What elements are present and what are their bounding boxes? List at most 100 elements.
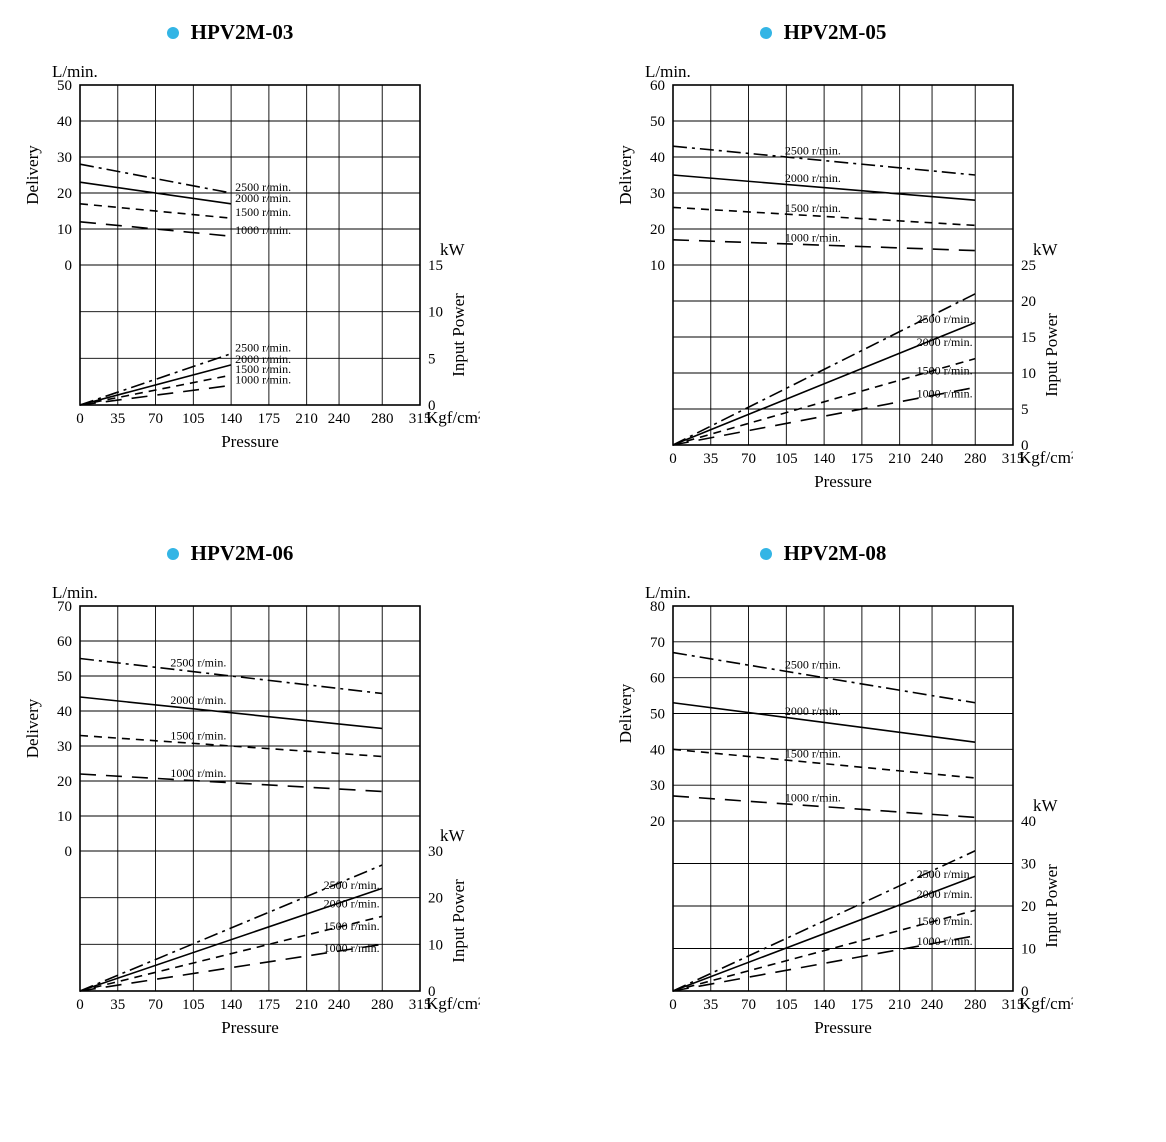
delivery-line-label: 1000 r/min. bbox=[785, 231, 841, 245]
bullet-icon bbox=[760, 548, 772, 560]
power-line-label: 1000 r/min. bbox=[917, 386, 973, 400]
y1-tick-label: 40 bbox=[57, 704, 72, 720]
y2-tick-label: 20 bbox=[1021, 294, 1036, 310]
y2-tick-label: 30 bbox=[428, 844, 443, 860]
x-tick-label: 140 bbox=[220, 411, 243, 427]
delivery-line-label: 2000 r/min. bbox=[170, 693, 226, 707]
x-tick-label: 70 bbox=[741, 997, 756, 1013]
y2-tick-label: 5 bbox=[1021, 402, 1029, 418]
chart-svg: 0357010514017521024028031510203040506005… bbox=[613, 57, 1073, 501]
y1-tick-label: 60 bbox=[57, 634, 72, 650]
delivery-line-label: 2500 r/min. bbox=[170, 656, 226, 670]
y1-tick-label: 30 bbox=[57, 150, 72, 166]
x-unit: Kgf/cm² bbox=[1019, 994, 1073, 1013]
chart-title-text: HPV2M-05 bbox=[784, 20, 887, 45]
power-line-label: 2500 r/min. bbox=[324, 878, 380, 892]
x-tick-label: 0 bbox=[669, 997, 677, 1013]
y1-label: Delivery bbox=[616, 145, 635, 205]
x-label: Pressure bbox=[814, 1018, 872, 1037]
y1-tick-label: 0 bbox=[65, 844, 73, 860]
delivery-line-label: 1000 r/min. bbox=[785, 791, 841, 805]
x-tick-label: 0 bbox=[669, 451, 677, 467]
y1-tick-label: 30 bbox=[650, 778, 665, 794]
y1-tick-label: 20 bbox=[57, 774, 72, 790]
y2-tick-label: 20 bbox=[1021, 899, 1036, 915]
x-unit: Kgf/cm² bbox=[426, 408, 480, 427]
power-line-label: 1500 r/min. bbox=[917, 914, 973, 928]
y2-unit: kW bbox=[1033, 240, 1059, 259]
delivery-line-label: 1500 r/min. bbox=[170, 729, 226, 743]
x-tick-label: 0 bbox=[76, 411, 84, 427]
delivery-line-label: 1000 r/min. bbox=[235, 223, 291, 237]
y2-tick-label: 40 bbox=[1021, 814, 1036, 830]
chart-title-text: HPV2M-06 bbox=[191, 541, 294, 566]
x-tick-label: 240 bbox=[921, 997, 944, 1013]
x-tick-label: 140 bbox=[813, 997, 836, 1013]
power-line-label: 1500 r/min. bbox=[324, 919, 380, 933]
x-label: Pressure bbox=[221, 1018, 279, 1037]
y1-tick-label: 40 bbox=[57, 114, 72, 130]
power-line-label: 1000 r/min. bbox=[235, 372, 291, 386]
chart-hpv2m-03: HPV2M-03 0357010514017521024028031501020… bbox=[20, 20, 480, 501]
y1-tick-label: 20 bbox=[650, 222, 665, 238]
x-tick-label: 175 bbox=[851, 451, 874, 467]
chart-hpv2m-06: HPV2M-06 0357010514017521024028031501020… bbox=[20, 541, 480, 1047]
chart-title-text: HPV2M-03 bbox=[191, 20, 294, 45]
chart-svg: 0357010514017521024028031520304050607080… bbox=[613, 578, 1073, 1047]
x-tick-label: 35 bbox=[703, 451, 718, 467]
x-tick-label: 35 bbox=[110, 411, 125, 427]
chart-title: HPV2M-08 bbox=[760, 541, 887, 566]
y2-tick-label: 15 bbox=[1021, 330, 1036, 346]
power-line-label: 1000 r/min. bbox=[917, 934, 973, 948]
power-line-label: 1000 r/min. bbox=[324, 941, 380, 955]
power-line-label: 2000 r/min. bbox=[324, 897, 380, 911]
y2-tick-label: 30 bbox=[1021, 857, 1036, 873]
bullet-icon bbox=[167, 27, 179, 39]
y2-label: Input Power bbox=[1042, 864, 1061, 948]
x-unit: Kgf/cm² bbox=[1019, 448, 1073, 467]
chart-title: HPV2M-06 bbox=[167, 541, 294, 566]
x-tick-label: 210 bbox=[888, 451, 911, 467]
y2-label: Input Power bbox=[449, 293, 468, 377]
y1-tick-label: 10 bbox=[57, 222, 72, 238]
chart-title: HPV2M-05 bbox=[760, 20, 887, 45]
delivery-line-label: 2500 r/min. bbox=[785, 658, 841, 672]
y1-unit: L/min. bbox=[645, 62, 691, 81]
y1-tick-label: 10 bbox=[650, 258, 665, 274]
delivery-line-label: 1500 r/min. bbox=[235, 205, 291, 219]
y1-unit: L/min. bbox=[52, 62, 98, 81]
power-line-label: 2000 r/min. bbox=[917, 335, 973, 349]
delivery-line-label: 2000 r/min. bbox=[785, 171, 841, 185]
delivery-line-label: 2000 r/min. bbox=[785, 704, 841, 718]
x-tick-label: 240 bbox=[921, 451, 944, 467]
y1-tick-label: 30 bbox=[650, 186, 665, 202]
y1-tick-label: 50 bbox=[57, 669, 72, 685]
power-line-label: 2000 r/min. bbox=[917, 887, 973, 901]
x-tick-label: 70 bbox=[148, 411, 163, 427]
x-tick-label: 210 bbox=[888, 997, 911, 1013]
y2-tick-label: 25 bbox=[1021, 258, 1036, 274]
y2-unit: kW bbox=[440, 240, 466, 259]
x-tick-label: 35 bbox=[110, 997, 125, 1013]
chart-title-text: HPV2M-08 bbox=[784, 541, 887, 566]
x-tick-label: 175 bbox=[851, 997, 874, 1013]
x-tick-label: 280 bbox=[371, 997, 394, 1013]
y1-label: Delivery bbox=[23, 145, 42, 205]
delivery-line-label: 1000 r/min. bbox=[170, 766, 226, 780]
y1-unit: L/min. bbox=[645, 583, 691, 602]
x-tick-label: 240 bbox=[328, 997, 351, 1013]
delivery-line-label: 1500 r/min. bbox=[785, 747, 841, 761]
x-tick-label: 105 bbox=[775, 997, 798, 1013]
x-tick-label: 280 bbox=[371, 411, 394, 427]
y1-unit: L/min. bbox=[52, 583, 98, 602]
x-tick-label: 280 bbox=[964, 451, 987, 467]
y1-tick-label: 20 bbox=[57, 186, 72, 202]
x-tick-label: 280 bbox=[964, 997, 987, 1013]
bullet-icon bbox=[760, 27, 772, 39]
y1-tick-label: 30 bbox=[57, 739, 72, 755]
chart-hpv2m-08: HPV2M-08 0357010514017521024028031520304… bbox=[613, 541, 1073, 1047]
delivery-line-label: 1500 r/min. bbox=[785, 201, 841, 215]
x-tick-label: 140 bbox=[220, 997, 243, 1013]
y1-tick-label: 40 bbox=[650, 742, 665, 758]
chart-hpv2m-05: HPV2M-05 0357010514017521024028031510203… bbox=[613, 20, 1073, 501]
